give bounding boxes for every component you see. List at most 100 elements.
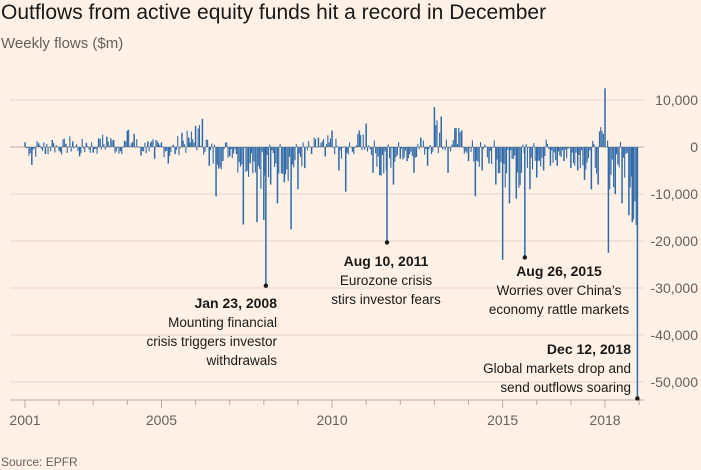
- bar-texture: [349, 142, 351, 147]
- bar: [297, 147, 299, 190]
- bar-texture: [546, 143, 549, 147]
- annotation-text: stirs investor fears: [331, 292, 441, 307]
- bar-texture: [635, 147, 637, 225]
- bar-texture: [471, 140, 473, 147]
- bar-texture: [170, 147, 172, 153]
- bar-texture: [319, 146, 321, 148]
- bar-texture: [123, 140, 125, 147]
- bar: [201, 118, 204, 147]
- bar-texture: [252, 147, 254, 174]
- bar-texture: [364, 147, 366, 150]
- bar: [31, 147, 33, 165]
- bar-texture: [218, 147, 220, 169]
- bar-texture: [280, 147, 282, 174]
- bar: [447, 147, 449, 173]
- bar: [174, 147, 176, 155]
- bar-texture: [489, 147, 491, 152]
- bar: [590, 147, 593, 190]
- bar-texture: [407, 147, 409, 159]
- bar-texture: [443, 147, 445, 148]
- bar: [310, 147, 313, 155]
- bar-texture: [137, 146, 139, 148]
- bar-texture: [409, 147, 411, 155]
- bar-texture: [260, 147, 262, 189]
- bar-texture: [417, 143, 419, 147]
- bar: [324, 147, 326, 157]
- bar-texture: [414, 147, 416, 158]
- bar-texture: [36, 141, 38, 147]
- bar: [126, 130, 129, 147]
- bar-texture: [403, 147, 405, 158]
- bar-texture: [223, 147, 225, 150]
- bar-texture: [145, 147, 147, 154]
- bar-texture: [212, 147, 214, 164]
- bar: [549, 147, 552, 166]
- annotation-text: crisis triggers investor: [146, 334, 277, 349]
- bar-texture: [581, 147, 583, 151]
- bar: [269, 147, 272, 185]
- bar-texture: [531, 147, 534, 170]
- bar-texture: [125, 141, 127, 147]
- bar-texture: [203, 147, 205, 155]
- bar-texture: [234, 147, 236, 150]
- bar-texture: [40, 147, 42, 149]
- bar-texture: [54, 147, 56, 153]
- bar-texture: [437, 147, 439, 154]
- bar-texture: [478, 147, 480, 167]
- bar-texture: [586, 147, 588, 163]
- bar-texture: [204, 147, 206, 152]
- bar: [392, 147, 395, 185]
- bar-texture: [152, 139, 154, 147]
- bar-texture: [246, 147, 248, 171]
- bar-texture: [285, 147, 287, 175]
- bar-texture: [28, 147, 30, 156]
- bar: [481, 147, 483, 171]
- bar-texture: [339, 147, 341, 151]
- bar-texture: [377, 147, 379, 157]
- bar-texture: [220, 147, 222, 170]
- bar-texture: [80, 147, 82, 154]
- bar-texture: [499, 147, 501, 174]
- bar-texture: [492, 147, 494, 148]
- annotation-text: Worries over China’s: [497, 283, 622, 298]
- bar-texture: [538, 147, 540, 161]
- bar-texture: [272, 147, 274, 154]
- bar: [501, 147, 504, 260]
- bar: [160, 142, 163, 147]
- bar-texture: [589, 147, 591, 151]
- bar-texture: [323, 138, 325, 147]
- bar-texture: [444, 147, 446, 151]
- bar-texture: [625, 147, 627, 154]
- bar-texture: [298, 147, 300, 154]
- bar-texture: [613, 147, 615, 188]
- bar-texture: [189, 142, 191, 147]
- bar-texture: [530, 147, 532, 158]
- bar-texture: [327, 135, 329, 147]
- bar-texture: [517, 147, 519, 173]
- bar-texture: [33, 147, 35, 149]
- bar-texture: [587, 147, 589, 159]
- bar: [542, 147, 545, 171]
- bar-texture: [611, 147, 613, 160]
- bar-texture: [102, 134, 104, 147]
- bar: [147, 141, 149, 147]
- bar: [406, 147, 408, 162]
- bar-texture: [50, 147, 52, 152]
- bar-texture: [360, 135, 362, 147]
- bar-texture: [155, 139, 157, 147]
- annotation-text: Mounting financial: [168, 315, 277, 330]
- bar-texture: [43, 142, 45, 147]
- bar-texture: [115, 147, 117, 152]
- bar-texture: [207, 139, 209, 147]
- bar-texture: [629, 147, 631, 188]
- bar-texture: [458, 128, 460, 147]
- bar-texture: [62, 139, 64, 147]
- bar-texture: [114, 147, 116, 153]
- bar-texture: [209, 147, 212, 151]
- bar: [474, 147, 477, 197]
- bar-texture: [422, 140, 424, 147]
- bar-texture: [143, 147, 145, 152]
- bar: [631, 147, 634, 223]
- bar: [106, 136, 108, 147]
- annotation-date: Aug 26, 2015: [516, 263, 602, 279]
